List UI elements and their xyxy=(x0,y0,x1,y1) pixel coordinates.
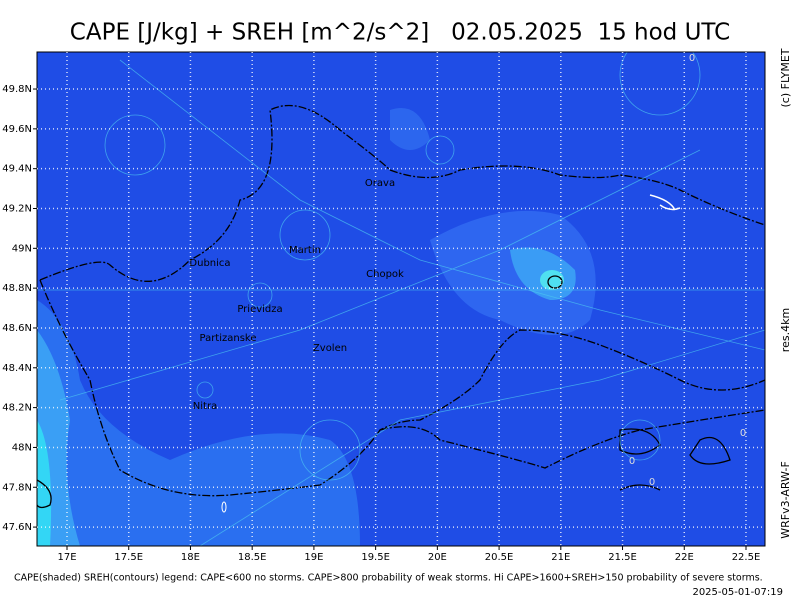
y-tick-label: 48.2N xyxy=(2,403,32,414)
border xyxy=(39,104,765,282)
contour-label: 0 xyxy=(740,428,746,439)
map-frame xyxy=(36,51,766,547)
city-label: Prievidza xyxy=(237,304,282,315)
map-layer xyxy=(37,52,765,546)
y-tick-label: 47.6N xyxy=(2,522,32,533)
x-tick-label: 20.5E xyxy=(485,552,514,563)
contour-label: 0 xyxy=(689,53,695,64)
airspace xyxy=(37,52,765,546)
city-label: Partizanske xyxy=(199,333,256,344)
city-label: Martin xyxy=(289,245,321,256)
city-label: Orava xyxy=(365,178,395,189)
y-tick-label: 48.8N xyxy=(2,283,32,294)
x-tick-label: 22.5E xyxy=(732,552,761,563)
x-tick-label: 19E xyxy=(304,552,323,563)
y-tick-label: 49.8N xyxy=(2,84,32,95)
cape-area xyxy=(430,210,596,335)
x-tick-label: 17E xyxy=(57,552,76,563)
legend-text: CAPE(shaded) SREH(contours) legend: CAPE… xyxy=(14,573,763,584)
y-tick-label: 49.6N xyxy=(2,124,32,135)
y-tick-label: 48N xyxy=(12,442,32,453)
x-tick-label: 19.5E xyxy=(361,552,390,563)
x-tick-label: 18.5E xyxy=(238,552,267,563)
x-tick-label: 22E xyxy=(675,552,694,563)
contour xyxy=(37,479,52,509)
cape-area xyxy=(540,270,564,290)
cape-area xyxy=(37,300,360,546)
y-tick-label: 49.4N xyxy=(2,164,32,175)
model: WRFv3-ARW-F xyxy=(779,461,792,539)
y-tick-label: 47.8N xyxy=(2,482,32,493)
timestamp: 2025-05-01-07:19 xyxy=(692,587,783,598)
city-label: Chopok xyxy=(366,269,404,280)
title: CAPE [J/kg] + SREH [m^2/s^2] 02.05.2025 … xyxy=(70,20,730,46)
copyright: (c) FLYMET xyxy=(779,48,792,107)
city-label: Dubnica xyxy=(189,258,230,269)
resolution: res.4km xyxy=(779,308,792,352)
y-tick-label: 49N xyxy=(12,243,32,254)
y-tick-label: 49.2N xyxy=(2,204,32,215)
contour-label: 0 xyxy=(649,477,655,488)
x-tick-label: 21.5E xyxy=(608,552,637,563)
contour xyxy=(547,275,563,289)
city-label: Zvolen xyxy=(313,343,347,354)
contour-label: 0 xyxy=(629,456,635,467)
y-tick-label: 48.4N xyxy=(2,363,32,374)
y-tick-label: 48.6N xyxy=(2,323,32,334)
contour xyxy=(619,428,731,491)
x-tick-label: 21E xyxy=(551,552,570,563)
cape-area xyxy=(37,420,52,546)
city-label: Nitra xyxy=(193,401,217,412)
x-tick-label: 20E xyxy=(428,552,447,563)
x-tick-label: 18E xyxy=(181,552,200,563)
contour xyxy=(221,501,227,513)
border xyxy=(39,279,765,497)
x-tick-label: 17.5E xyxy=(114,552,143,563)
